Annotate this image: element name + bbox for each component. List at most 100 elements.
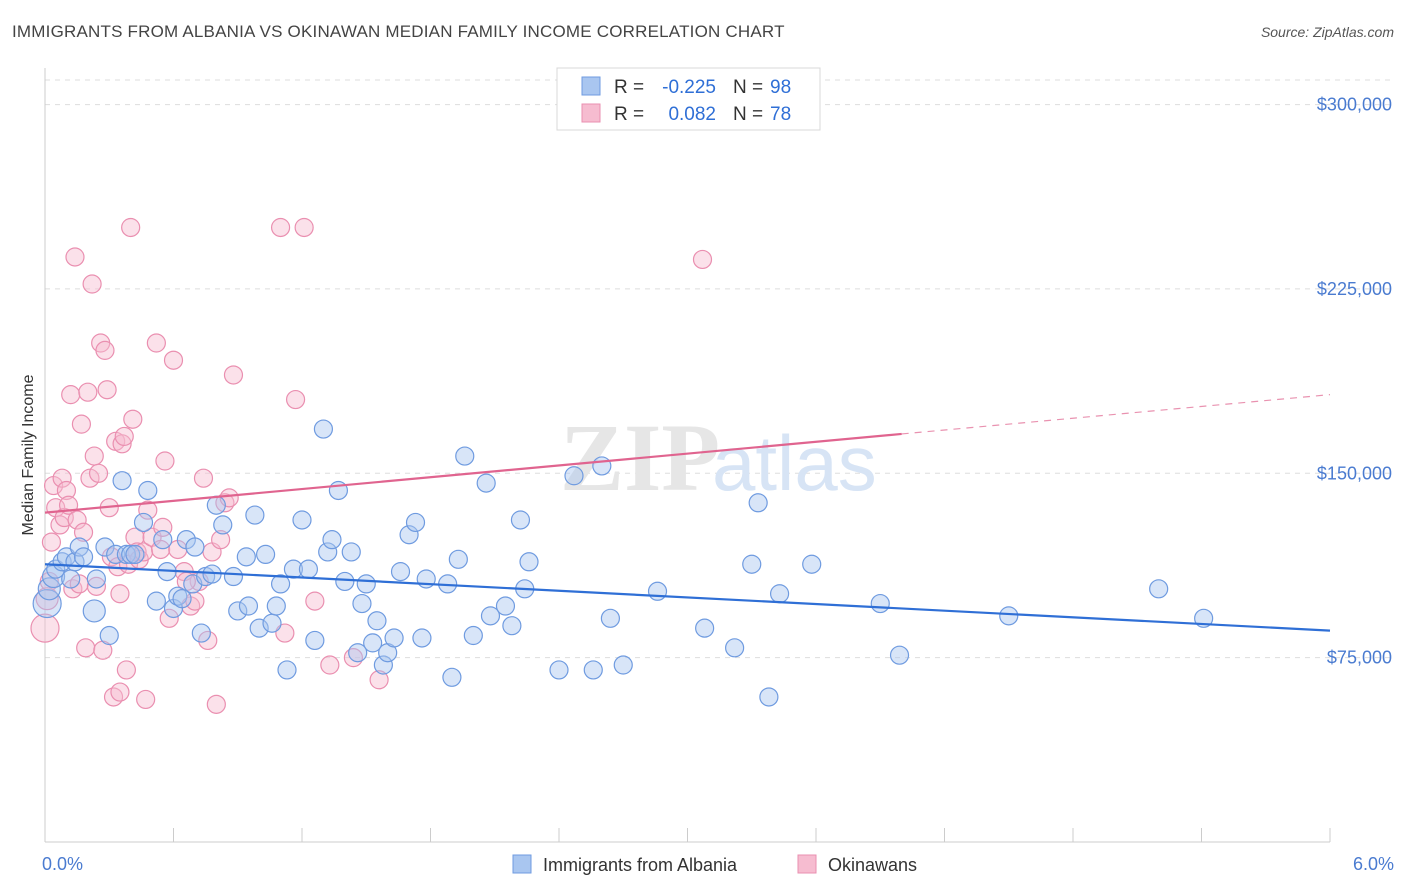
data-point [769, 584, 790, 604]
data-point [600, 608, 621, 628]
data-point [110, 584, 130, 604]
data-point [442, 667, 462, 687]
data-point [613, 655, 633, 675]
data-point [39, 571, 59, 592]
data-point [748, 493, 768, 513]
data-point [86, 569, 107, 589]
data-point [97, 380, 117, 400]
data-point [305, 591, 325, 611]
data-point [163, 350, 184, 370]
legend-r-label: R = [614, 104, 644, 125]
data-point [348, 643, 368, 663]
data-point [56, 480, 77, 501]
data-point [367, 611, 387, 631]
y-axis-label: Median Family Income [20, 374, 37, 535]
data-point [320, 655, 340, 675]
data-point [206, 694, 226, 714]
data-point [245, 505, 265, 525]
data-point [277, 660, 297, 680]
data-point [356, 574, 376, 594]
data-point [37, 577, 61, 601]
data-point [999, 606, 1019, 626]
data-point [136, 689, 156, 710]
data-point [318, 542, 338, 562]
data-point [236, 547, 256, 567]
legend-r-label: R = [614, 77, 644, 98]
legend-swatch-blue [581, 76, 601, 96]
data-point [52, 468, 72, 488]
x-tick-label: 0.0% [42, 854, 83, 874]
data-point [112, 471, 132, 491]
data-point [510, 510, 531, 530]
legend-r-value: 0.082 [668, 104, 716, 125]
series-okinawans-points [30, 217, 713, 714]
data-point [298, 559, 319, 579]
data-point [41, 532, 62, 552]
data-point [270, 574, 291, 594]
data-point [35, 587, 59, 611]
bottom-legend-swatch-pink [797, 854, 817, 874]
legend-n-label: N = [733, 104, 763, 125]
y-tick-label: $75,000 [1327, 648, 1392, 668]
legend-n-value: 78 [770, 104, 791, 125]
bottom-legend-label: Okinawans [828, 855, 917, 875]
data-point [583, 660, 603, 680]
stats-legend: R = -0.225 N = 98 R = 0.082 N = 78 [556, 67, 821, 131]
data-point [95, 340, 115, 360]
data-point [262, 613, 282, 633]
data-point [592, 456, 612, 476]
data-point [82, 274, 102, 294]
data-point [647, 581, 668, 601]
data-point [78, 382, 98, 402]
trend-line [44, 563, 1331, 632]
data-point [114, 426, 134, 447]
data-point [502, 616, 522, 636]
legend-n-label: N = [733, 77, 763, 98]
data-point [191, 623, 211, 643]
data-point [206, 495, 226, 515]
data-point [399, 525, 419, 545]
data-point [185, 537, 205, 557]
chart-title: IMMIGRANTS FROM ALBANIA VS OKINAWAN MEDI… [12, 22, 785, 41]
data-point [802, 554, 822, 574]
data-point [870, 593, 890, 614]
data-point [121, 217, 141, 238]
data-point [495, 596, 516, 616]
watermark-atlas: atlas [712, 419, 877, 507]
data-point [275, 623, 295, 643]
y-tick-label: $225,000 [1317, 279, 1392, 299]
x-tick-labels: 0.0% 6.0% [42, 854, 1394, 874]
trend-line [44, 432, 902, 514]
legend-swatch-pink [581, 103, 601, 123]
data-point [82, 599, 106, 623]
y-tick-label: $150,000 [1317, 463, 1392, 483]
data-point [519, 552, 539, 572]
data-point [480, 606, 501, 626]
data-point [110, 682, 130, 702]
data-point [725, 638, 745, 658]
data-point [305, 630, 325, 651]
data-point [138, 480, 158, 501]
data-point [84, 446, 104, 466]
data-point [223, 365, 244, 385]
data-point [155, 451, 175, 471]
data-point [294, 217, 314, 238]
data-point [73, 522, 94, 542]
data-point [249, 618, 269, 638]
data-point [448, 549, 468, 569]
data-point [73, 547, 94, 567]
data-point [889, 645, 910, 665]
data-point [369, 670, 389, 690]
data-point [88, 463, 109, 483]
data-point [61, 385, 81, 405]
data-point [341, 542, 361, 562]
data-point [172, 589, 192, 609]
bottom-legend: Immigrants from Albania Okinawans [512, 854, 917, 875]
data-point [412, 628, 432, 648]
legend-r-value: -0.225 [662, 77, 716, 98]
data-point [106, 544, 126, 565]
data-point [313, 419, 334, 439]
data-point [95, 537, 115, 557]
legend-n-value: 98 [770, 77, 791, 98]
